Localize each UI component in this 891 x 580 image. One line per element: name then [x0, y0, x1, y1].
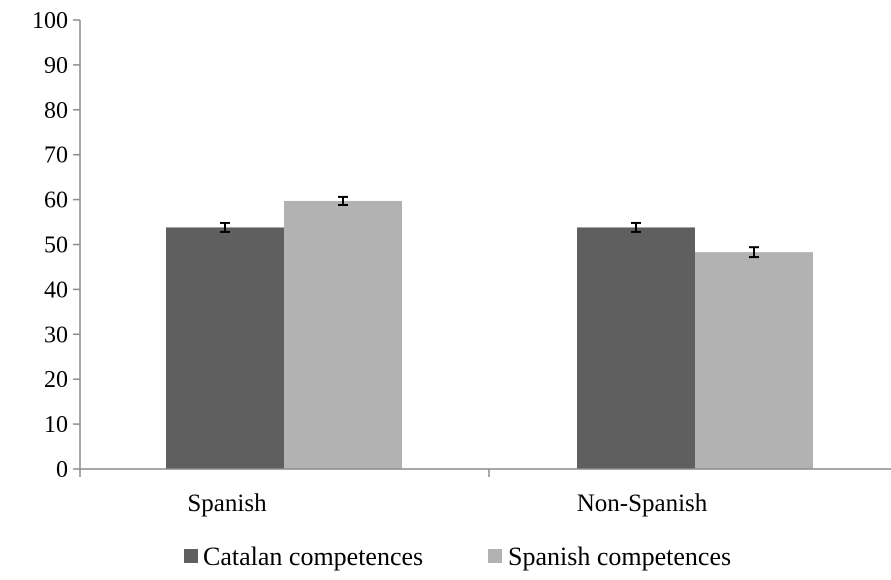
error-bar — [220, 221, 230, 233]
legend-label: Catalan competences — [203, 542, 423, 571]
y-tick-label: 0 — [56, 457, 68, 483]
y-tick-label: 80 — [44, 98, 68, 124]
y-tick-label: 60 — [44, 188, 68, 214]
category-labels: Spanish Non-Spanish — [187, 490, 707, 517]
y-tick-labels: 0 10 20 30 40 50 60 70 80 90 100 — [32, 8, 68, 483]
y-tick-label: 20 — [44, 367, 68, 393]
error-bar — [338, 195, 348, 206]
x-category-label: Non-Spanish — [577, 490, 708, 517]
error-bar — [631, 221, 641, 233]
y-tick-label: 40 — [44, 277, 68, 303]
error-bar — [749, 246, 759, 259]
legend-label: Spanish competences — [508, 542, 731, 571]
bar-spanish-spanish — [284, 200, 402, 469]
y-tick-label: 90 — [44, 53, 68, 79]
bars-layer — [166, 200, 813, 469]
error-bars-layer — [220, 195, 759, 259]
bar-spanish-catalan — [166, 227, 284, 469]
y-tick-label: 70 — [44, 143, 68, 169]
legend-item-catalan: Catalan competences — [184, 542, 423, 571]
y-tick-label: 30 — [44, 322, 68, 348]
x-category-label: Spanish — [187, 490, 267, 517]
legend-swatch — [184, 549, 198, 563]
y-tick-label: 100 — [32, 8, 68, 34]
y-tick-label: 50 — [44, 233, 68, 259]
legend-swatch — [488, 549, 502, 563]
y-tick-label: 10 — [44, 412, 68, 438]
legend-item-spanish: Spanish competences — [488, 542, 731, 571]
bar-non-spanish-catalan — [577, 227, 695, 469]
legend: Catalan competences Spanish competences — [184, 542, 731, 571]
bar-non-spanish-spanish — [695, 252, 813, 469]
axes-layer — [73, 19, 891, 477]
